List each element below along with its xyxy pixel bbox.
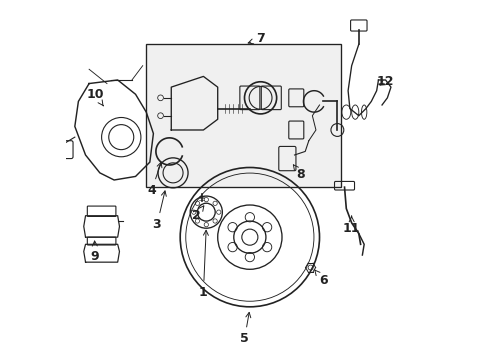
Text: 5: 5 xyxy=(240,312,250,346)
Text: 4: 4 xyxy=(147,162,162,197)
Text: 8: 8 xyxy=(293,165,305,181)
Bar xyxy=(146,44,340,187)
Text: 7: 7 xyxy=(247,32,264,45)
Text: 6: 6 xyxy=(314,269,327,287)
Text: 10: 10 xyxy=(86,88,104,106)
Text: 9: 9 xyxy=(91,241,99,263)
Text: 1: 1 xyxy=(199,230,208,299)
Text: 12: 12 xyxy=(376,75,393,88)
Text: 11: 11 xyxy=(342,216,360,235)
Text: 2: 2 xyxy=(191,206,203,222)
Text: 3: 3 xyxy=(152,191,166,231)
